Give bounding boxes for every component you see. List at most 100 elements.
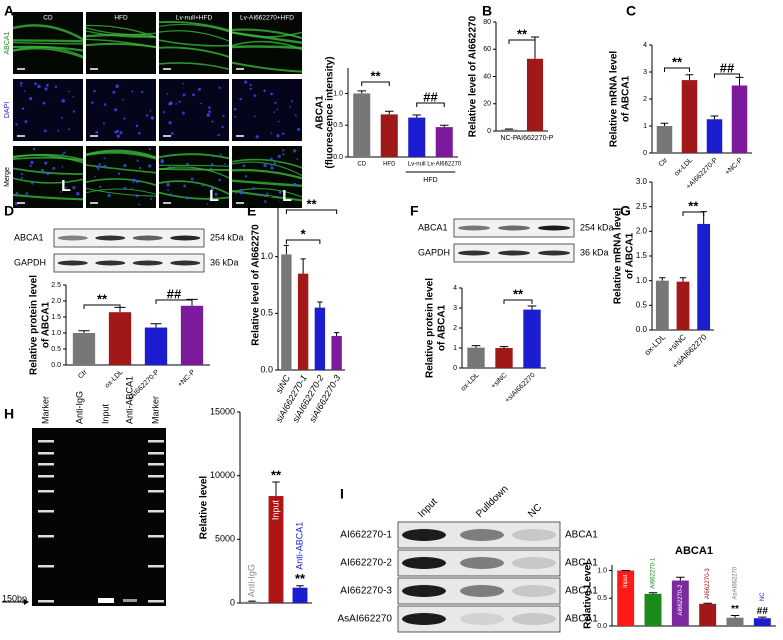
nucleus-dot [132, 181, 134, 184]
nucleus-dot [253, 94, 257, 97]
y-tick-label: 40 [483, 73, 491, 80]
y-tick-label: 1.5 [260, 194, 273, 204]
nucleus-dot [132, 178, 136, 182]
blot-row-label: ABCA1 [14, 232, 44, 242]
y-tick-label: 0 [230, 597, 235, 607]
significance-bracket [416, 102, 445, 107]
blot-band [57, 260, 88, 266]
nucleus-dot [175, 103, 178, 105]
nucleus-dot [15, 191, 19, 195]
bar [380, 114, 398, 157]
stain-fiber [231, 161, 303, 177]
stain-fiber [85, 178, 157, 186]
nucleus-dot [72, 95, 75, 98]
y-axis-label: ABCA1 [315, 95, 326, 130]
significance-mark: ** [271, 467, 282, 482]
nucleus-dot [114, 130, 118, 134]
y-tick-label: 2.5 [636, 202, 648, 211]
significance-mark: ** [97, 291, 108, 306]
stain-fiber [12, 41, 84, 45]
bar-label: AI662270-2 [678, 584, 684, 616]
significance-mark: ** [370, 68, 381, 83]
error-bar [357, 90, 367, 94]
nucleus-dot [197, 87, 201, 91]
significance-mark: ** [731, 604, 739, 615]
bar [467, 347, 485, 368]
nucleus-dot [148, 147, 151, 151]
nucleus-dot [138, 131, 141, 135]
gel-lane-label: Marker [40, 396, 50, 424]
nucleus-dot [277, 120, 280, 123]
y-tick-label: 2.0 [636, 226, 648, 235]
bar-label: Anti-IgG [246, 564, 256, 597]
bar [292, 587, 308, 603]
stain-fiber [231, 61, 303, 73]
y-tick-label: 2 [453, 325, 457, 332]
bar [655, 280, 669, 330]
nucleus-dot [208, 198, 212, 202]
blot-band [458, 250, 490, 256]
nucleus-dot [112, 90, 116, 94]
nucleus-dot [255, 135, 259, 139]
significance-bracket [155, 299, 193, 304]
nucleus-dot [44, 87, 48, 91]
nucleus-dot [183, 184, 187, 188]
nucleus-dot [178, 100, 181, 103]
y-tick-label: 0.5 [597, 595, 607, 602]
x-tick-label: Lv-AI662270 [427, 162, 462, 168]
significance-mark: ** [513, 286, 524, 301]
nucleus-dot [297, 127, 301, 132]
stain-fiber [12, 47, 84, 59]
nucleus-dot [117, 172, 121, 175]
nucleus-dot [46, 84, 49, 87]
nucleus-dot [135, 194, 139, 198]
blot-right-label: ABCA1 [565, 586, 598, 597]
nucleus-dot [25, 192, 29, 195]
x-tick-label: AI662270-P [517, 135, 554, 142]
y-tick-label: 0 [487, 128, 491, 135]
error-bar [471, 345, 481, 348]
error-bar [150, 323, 162, 328]
y-tick-label: 60 [483, 46, 491, 53]
bar [314, 307, 326, 370]
bar [331, 336, 342, 370]
x-tick-label: NC-P [500, 135, 517, 142]
y-tick-label: 80 [483, 19, 491, 26]
nucleus-dot [168, 121, 172, 125]
stain-fiber [85, 188, 157, 195]
panel-letter: C [626, 3, 636, 19]
nucleus-dot [253, 115, 256, 118]
nucleus-dot [119, 131, 123, 135]
blot-band [402, 557, 446, 569]
nucleus-dot [214, 192, 218, 196]
blot-band [460, 529, 504, 541]
stain-fiber [158, 46, 230, 58]
significance-bracket [285, 209, 338, 214]
blot-band [402, 529, 446, 541]
panel-letter: E [247, 203, 256, 219]
error-bar [527, 305, 537, 310]
nucleus-dot [103, 164, 107, 169]
gel-ladder-band [148, 490, 164, 493]
bar [108, 312, 132, 365]
bar [435, 127, 453, 157]
error-bar [730, 614, 740, 618]
gel-ladder-band [148, 463, 164, 466]
blot-band [460, 585, 504, 597]
y-axis-label: of ABCA1 [625, 232, 636, 279]
error-bar [676, 576, 685, 581]
error-bar [758, 616, 767, 619]
y-tick-label: 4 [453, 285, 457, 292]
blot-band [132, 235, 163, 241]
nucleus-dot [31, 182, 34, 185]
stain-fiber [85, 164, 157, 174]
nucleus-dot [68, 90, 70, 93]
bar [671, 580, 689, 626]
bar-label: Anti-ABCA1 [294, 522, 304, 570]
nucleus-dot [168, 154, 171, 157]
nucleus-dot [270, 164, 273, 167]
error-bar [659, 277, 666, 281]
panel-letter: I [340, 486, 344, 502]
x-tick-label: CD [357, 162, 366, 168]
nucleus-dot [52, 166, 56, 170]
